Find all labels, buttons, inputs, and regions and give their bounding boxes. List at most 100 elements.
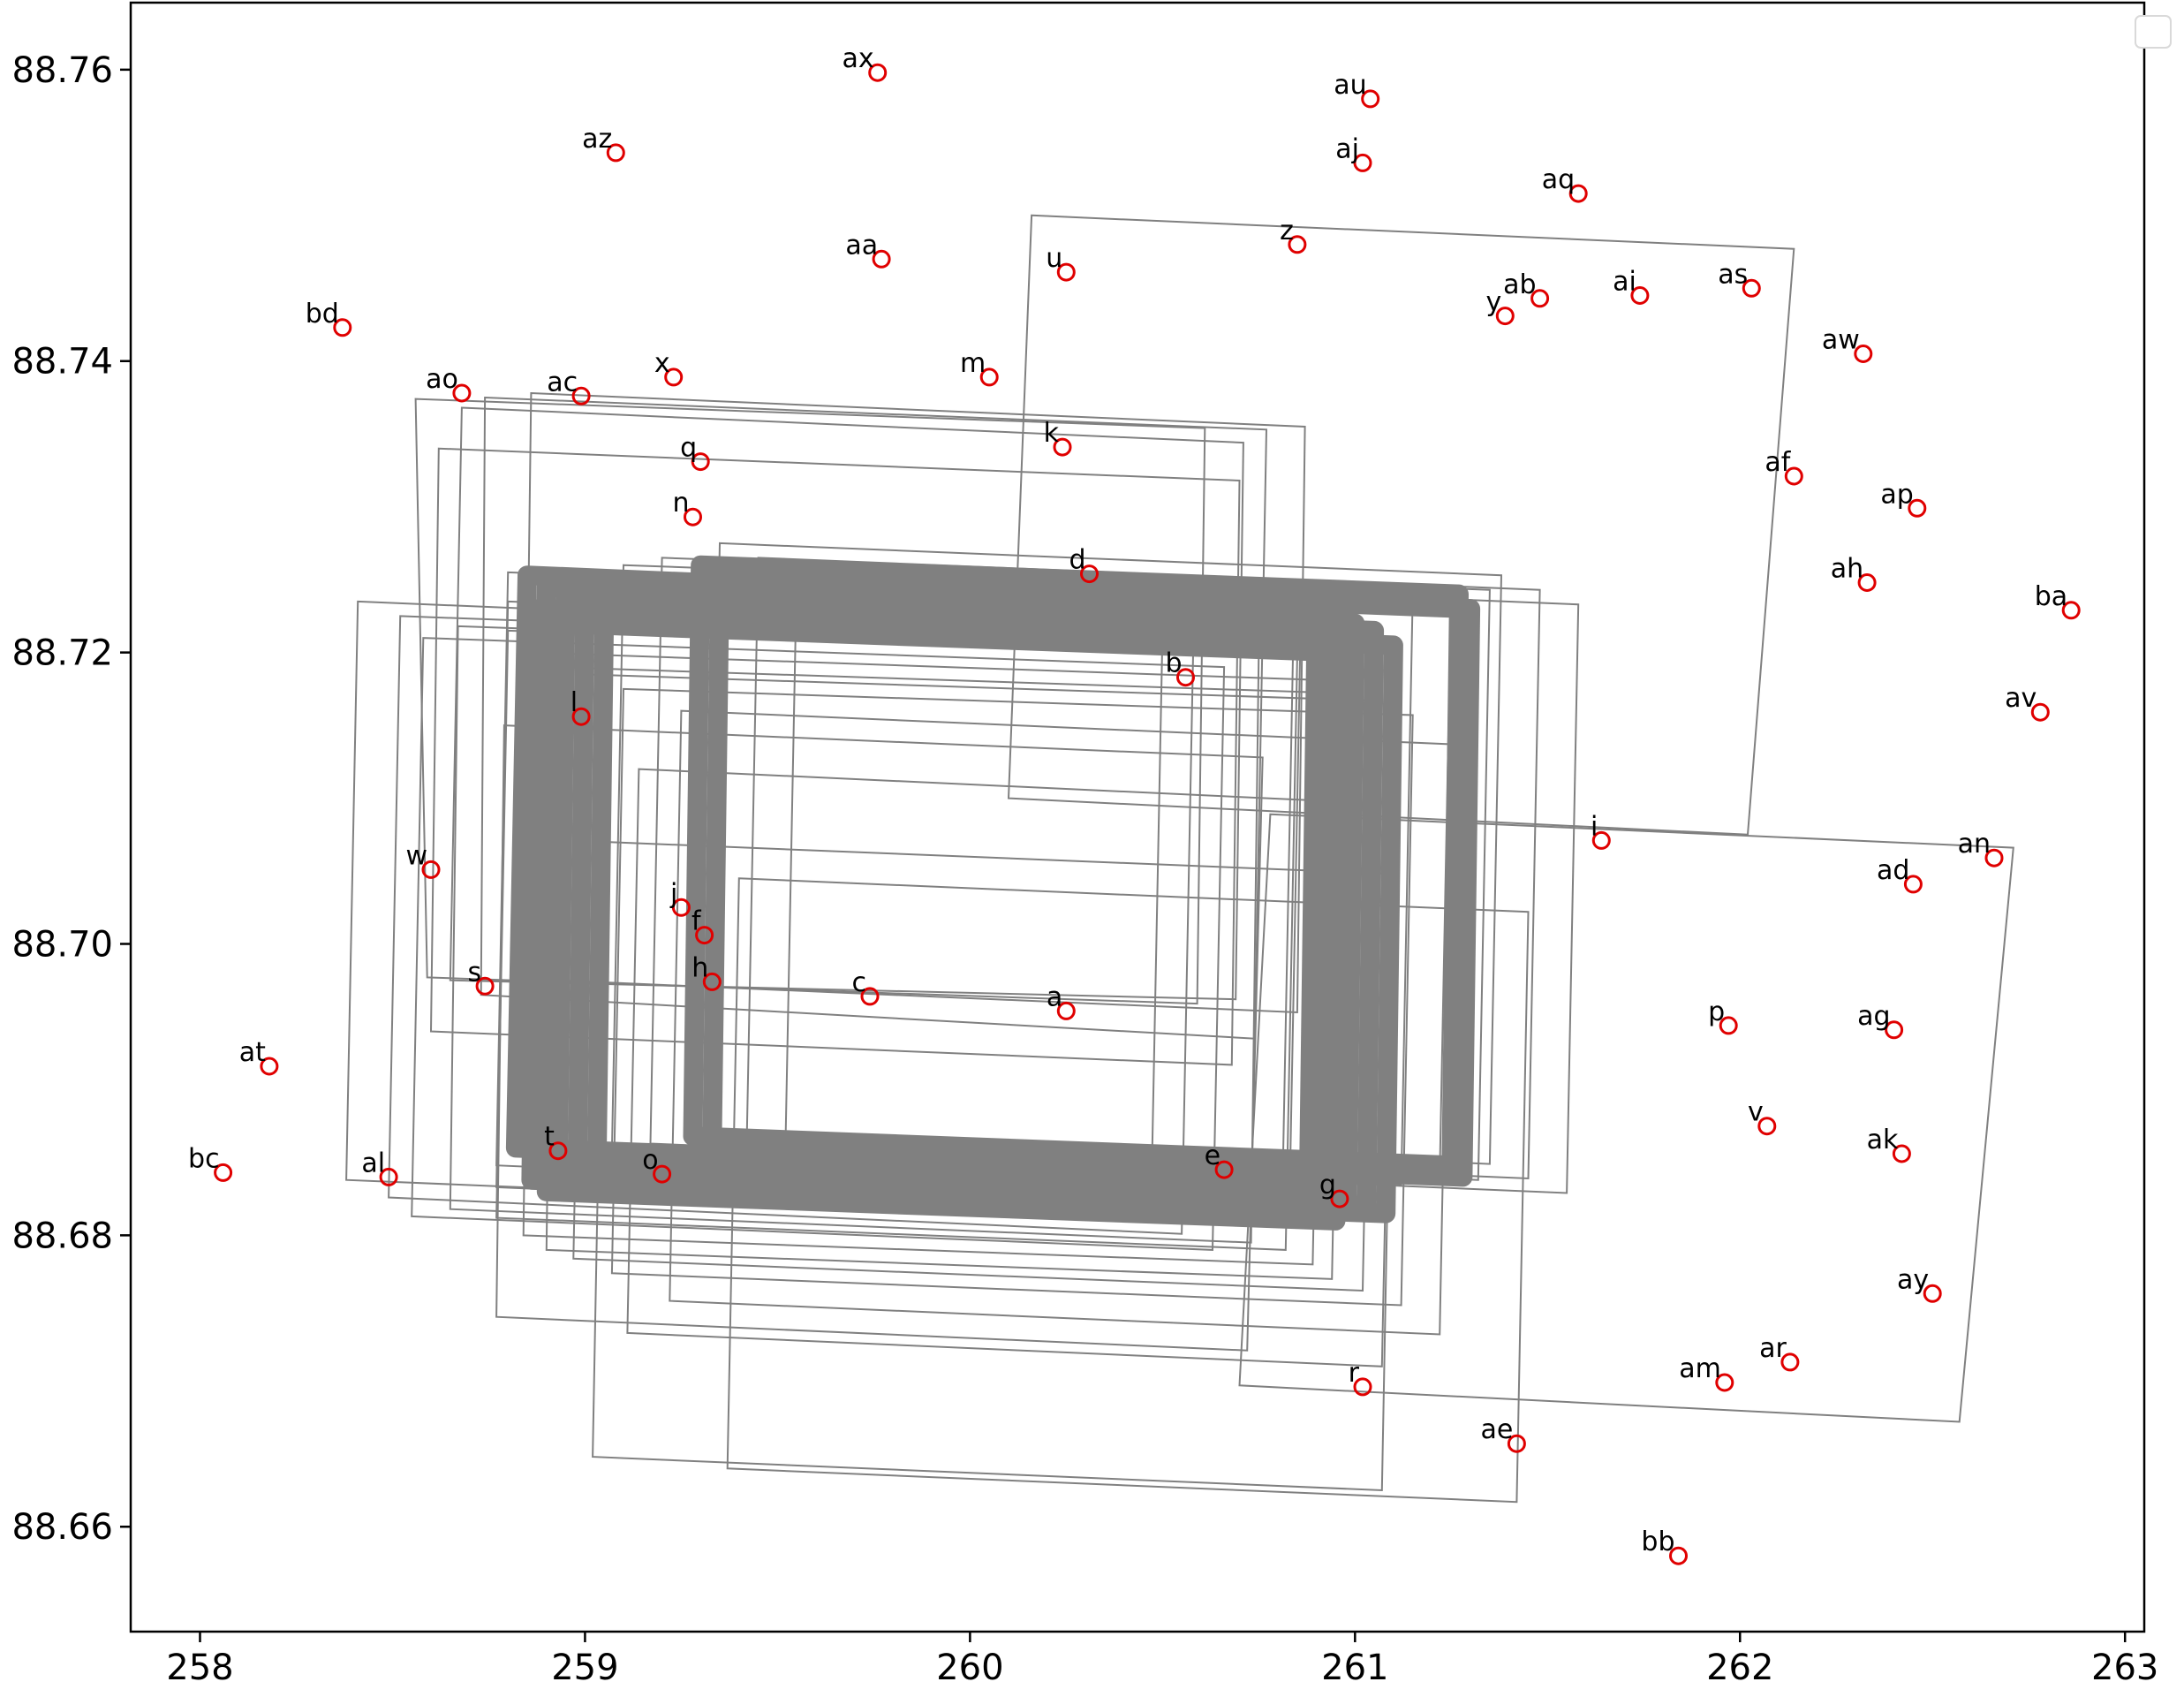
point-label: bc <box>188 1143 220 1174</box>
data-point <box>1568 184 1588 203</box>
data-point <box>1984 848 2004 867</box>
data-point <box>1757 1117 1777 1136</box>
data-point <box>452 383 472 403</box>
point-label: as <box>1718 259 1748 290</box>
footprint-box <box>495 724 1264 1352</box>
data-point <box>979 367 999 387</box>
footprint-box <box>669 709 1453 1336</box>
data-point <box>1630 286 1650 305</box>
point-label: af <box>1765 447 1791 478</box>
footprint-box-dense <box>702 570 1481 1187</box>
point-label: ae <box>1481 1414 1514 1445</box>
x-tick-label: 261 <box>1321 1648 1388 1688</box>
y-tick-label: 88.76 <box>11 50 113 91</box>
y-tick-label: 88.74 <box>11 342 113 383</box>
point-label: ag <box>1857 1001 1890 1032</box>
data-point <box>1353 153 1372 172</box>
point-label: bb <box>1641 1527 1674 1557</box>
point-label: l <box>571 687 578 718</box>
footprint-box-dense <box>521 599 1338 1219</box>
point-label: ak <box>1867 1125 1899 1155</box>
footprint-box <box>726 877 1530 1504</box>
data-point <box>571 386 591 405</box>
data-point <box>702 972 722 991</box>
data-point <box>421 860 441 879</box>
data-point <box>684 507 702 527</box>
data-point <box>1361 89 1380 109</box>
point-label: r <box>1349 1358 1360 1389</box>
data-point <box>1176 668 1195 687</box>
y-tick-label: 88.72 <box>11 633 113 674</box>
point-label: o <box>642 1145 658 1176</box>
data-point <box>1056 1001 1076 1020</box>
point-label: f <box>691 906 702 937</box>
data-point <box>872 249 891 269</box>
point-label: az <box>582 124 612 155</box>
data-point <box>1669 1546 1688 1565</box>
point-label: q <box>680 433 697 464</box>
data-point <box>571 707 591 726</box>
y-tick-label: 88.70 <box>11 924 113 965</box>
point-label: ai <box>1613 267 1636 298</box>
point-label: al <box>361 1148 385 1178</box>
data-point <box>1892 1144 1911 1163</box>
point-label: s <box>467 957 481 988</box>
thick-boxes-layer <box>505 555 1481 1231</box>
data-point <box>475 976 495 996</box>
footprint-box <box>610 687 1414 1307</box>
data-point <box>1495 307 1515 326</box>
y-tick-label: 88.68 <box>11 1216 113 1256</box>
point-label: m <box>960 348 986 379</box>
point-label: j <box>669 878 677 909</box>
point-label: aj <box>1335 133 1359 164</box>
footprint-box-dense <box>683 555 1469 1176</box>
data-point <box>1719 1016 1738 1035</box>
point-label: y <box>1486 287 1502 318</box>
point-label: ah <box>1831 554 1863 585</box>
data-point <box>1353 1377 1372 1397</box>
data-point <box>653 1164 672 1184</box>
point-label: t <box>544 1122 555 1153</box>
data-point <box>1053 437 1072 457</box>
y-tick-label: 88.66 <box>11 1507 113 1548</box>
point-label: ap <box>1880 479 1913 510</box>
data-point <box>379 1167 398 1186</box>
data-point <box>606 143 625 163</box>
data-point <box>548 1141 568 1161</box>
point-label: aq <box>1542 164 1575 195</box>
data-point <box>1784 466 1803 486</box>
point-label: g <box>1319 1170 1336 1201</box>
data-point <box>1080 564 1099 584</box>
point-label: h <box>691 952 708 983</box>
point-label: b <box>1165 648 1182 679</box>
data-point <box>1885 1020 1904 1040</box>
point-label: ba <box>2035 581 2067 612</box>
points-layer <box>214 63 2081 1565</box>
footprint-box-dense <box>536 613 1354 1231</box>
point-label: e <box>1205 1140 1220 1171</box>
point-label: n <box>672 488 689 519</box>
point-label: an <box>1958 829 1991 860</box>
point-label: au <box>1334 70 1366 101</box>
data-point <box>1591 830 1611 850</box>
data-point <box>1742 278 1761 298</box>
data-point <box>860 987 880 1006</box>
footprint-box <box>449 406 1244 1001</box>
point-label: z <box>1280 216 1294 246</box>
legend-box <box>2135 15 2172 49</box>
footprint-box <box>592 840 1394 1492</box>
footprint-box <box>411 637 1226 1251</box>
data-point <box>333 318 352 337</box>
point-label: w <box>405 840 427 871</box>
data-point <box>695 926 714 945</box>
data-point <box>214 1163 233 1182</box>
point-label: at <box>239 1037 266 1068</box>
data-point <box>1923 1284 1942 1303</box>
data-point <box>1214 1160 1234 1179</box>
data-point <box>671 898 691 917</box>
point-label: ao <box>426 364 458 395</box>
x-tick-label: 260 <box>936 1648 1003 1688</box>
data-point <box>1507 1434 1526 1453</box>
footprint-box <box>480 396 1268 1040</box>
point-label: i <box>1591 811 1598 842</box>
